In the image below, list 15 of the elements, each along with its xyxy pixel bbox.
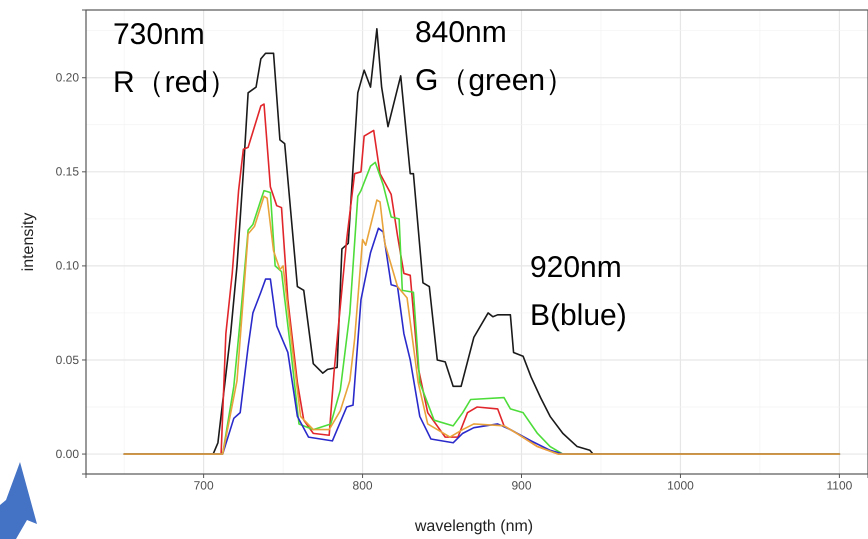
annotation: 840nm G（green）	[415, 16, 576, 97]
x-axis-title: wavelength (nm)	[414, 518, 534, 535]
y-tick-label: 0.15	[56, 164, 80, 179]
x-tick-label: 1000	[667, 478, 694, 493]
x-tick-label: 1100	[826, 478, 853, 493]
annotation: 920nm B(blue)	[530, 251, 627, 332]
x-tick-label: 700	[194, 478, 214, 493]
x-tick-label: 800	[352, 478, 373, 493]
x-tick-label: 900	[511, 478, 532, 493]
y-tick-label: 0.00	[56, 446, 80, 461]
y-tick-label: 0.05	[56, 352, 80, 367]
annotation: 730nm R（red）	[113, 18, 238, 99]
y-tick-label: 0.10	[56, 258, 80, 273]
y-tick-label: 0.20	[56, 70, 80, 85]
y-axis-title: intensity	[20, 212, 37, 272]
